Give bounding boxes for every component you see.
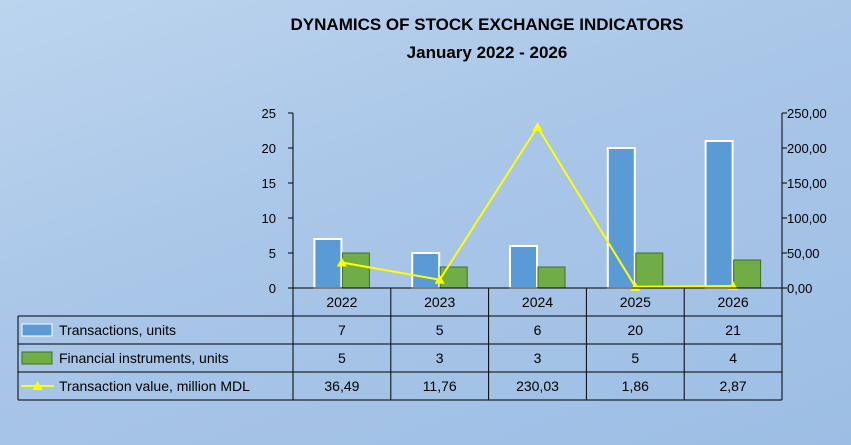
y2-tick-label: 150,00	[787, 176, 827, 191]
y-tick-label: 10	[262, 211, 276, 226]
bars-group	[313, 140, 762, 289]
y2-tick-label: 200,00	[787, 141, 827, 156]
legend-label: Financial instruments, units	[59, 350, 229, 366]
chart-title: DYNAMICS OF STOCK EXCHANGE INDICATORS	[291, 15, 684, 34]
y-tick-label: 0	[269, 281, 276, 296]
line-point-transaction-value	[434, 274, 445, 284]
data-label: 5	[436, 322, 444, 338]
y-tick-label: 15	[262, 176, 276, 191]
bar-transactions	[509, 245, 538, 289]
x-tick-label: 2022	[326, 294, 357, 310]
data-label: 6	[534, 322, 542, 338]
bar-transactions	[411, 252, 441, 289]
data-label: 4	[729, 350, 737, 366]
bar-financial-instruments	[537, 266, 566, 289]
y-tick-label: 25	[262, 106, 276, 121]
line-point-transaction-value	[532, 121, 543, 131]
y-tick-label: 20	[262, 141, 276, 156]
x-tick-label: 2025	[620, 294, 651, 310]
legend-key-marker	[32, 381, 43, 390]
x-tick-label: 2026	[718, 294, 749, 310]
data-label: 1,86	[622, 378, 649, 394]
bar-transactions	[704, 140, 734, 289]
data-table: 2022 2023 2024 2025 2026 Transactions, units 7…	[17, 287, 783, 401]
data-label: 3	[534, 350, 542, 366]
bar-financial-instruments	[341, 252, 370, 289]
legend-key-financial-instruments	[21, 351, 53, 365]
data-label: 5	[631, 350, 639, 366]
x-tick-label: 2023	[424, 294, 455, 310]
data-label: 3	[436, 350, 444, 366]
legend-label: Transactions, units	[59, 322, 176, 338]
bar-financial-instruments	[635, 252, 664, 289]
line-point-transaction-value	[336, 257, 347, 267]
y2-tick-label: 100,00	[787, 211, 827, 226]
bar-financial-instruments	[733, 259, 762, 289]
y2-tick-label: 50,00	[787, 246, 820, 261]
data-label: 5	[338, 350, 346, 366]
y-tick-label: 5	[269, 246, 276, 261]
chart-subtitle: January 2022 - 2026	[407, 43, 568, 62]
y2-tick-label: 0,00	[787, 281, 812, 296]
data-label: 21	[725, 322, 741, 338]
legend-label: Transaction value, million MDL	[59, 378, 250, 394]
bar-transactions	[606, 147, 636, 289]
data-label: 36,49	[324, 378, 359, 394]
bar-transactions	[313, 238, 343, 289]
x-tick-label: 2024	[522, 294, 553, 310]
legend-key-transactions	[21, 323, 53, 337]
data-label: 2,87	[719, 378, 746, 394]
axes-group: 05101520250,0050,00100,00150,00200,00250…	[262, 106, 827, 296]
data-label: 20	[628, 322, 644, 338]
data-label: 230,03	[516, 378, 559, 394]
y2-tick-label: 250,00	[787, 106, 827, 121]
data-label: 11,76	[423, 378, 457, 394]
bar-financial-instruments	[439, 266, 468, 289]
data-label: 7	[338, 322, 346, 338]
